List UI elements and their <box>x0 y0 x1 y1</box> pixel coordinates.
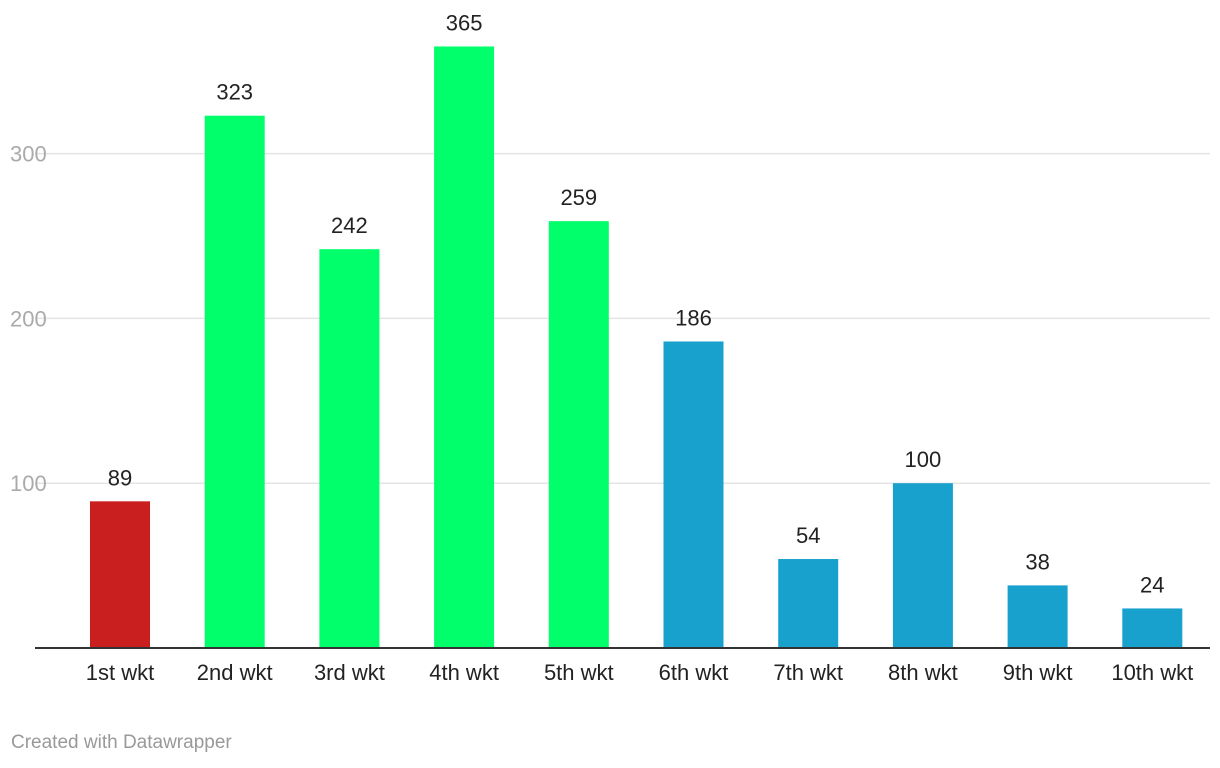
bar-4 <box>434 46 495 649</box>
category-label: 5th wkt <box>544 660 614 685</box>
bar-5 <box>548 221 609 648</box>
bar-6 <box>663 341 724 648</box>
value-label: 323 <box>216 80 253 105</box>
y-tick-label: 200 <box>10 306 47 331</box>
bars <box>90 46 1183 649</box>
value-label: 242 <box>331 213 368 238</box>
category-label: 3rd wkt <box>314 660 385 685</box>
value-label: 100 <box>905 447 942 472</box>
category-label: 1st wkt <box>86 660 154 685</box>
category-labels: 1st wkt 2nd wkt 3rd wkt 4th wkt 5th wkt 6th w… <box>86 660 1194 685</box>
value-label: 89 <box>108 465 132 490</box>
value-label: 54 <box>796 523 820 548</box>
y-tick-label: 100 <box>10 471 47 496</box>
value-label: 259 <box>560 185 597 210</box>
bar-7 <box>778 559 839 648</box>
bar-9 <box>1007 585 1068 648</box>
gridlines: 100 200 300 <box>10 142 1210 496</box>
value-label: 186 <box>675 305 712 330</box>
bar-1 <box>90 501 150 648</box>
category-label: 4th wkt <box>429 660 499 685</box>
value-label: 24 <box>1140 572 1164 597</box>
category-label: 7th wkt <box>773 660 843 685</box>
category-label: 6th wkt <box>659 660 729 685</box>
bar-chart: 100 200 300 89 323 242 365 259 186 54 100 38 24 1st… <box>10 10 1210 685</box>
bar-3 <box>319 249 380 648</box>
category-label: 9th wkt <box>1003 660 1073 685</box>
category-label: 2nd wkt <box>197 660 273 685</box>
y-tick-label: 300 <box>10 142 47 167</box>
bar-10 <box>1122 608 1183 648</box>
value-label: 365 <box>446 10 483 35</box>
value-label: 38 <box>1025 549 1049 574</box>
category-label: 10th wkt <box>1111 660 1193 685</box>
category-label: 8th wkt <box>888 660 958 685</box>
value-labels: 89 323 242 365 259 186 54 100 38 24 <box>108 10 1165 597</box>
bar-8 <box>892 483 953 648</box>
credit-text: Created with Datawrapper <box>11 732 232 753</box>
bar-2 <box>204 115 265 649</box>
